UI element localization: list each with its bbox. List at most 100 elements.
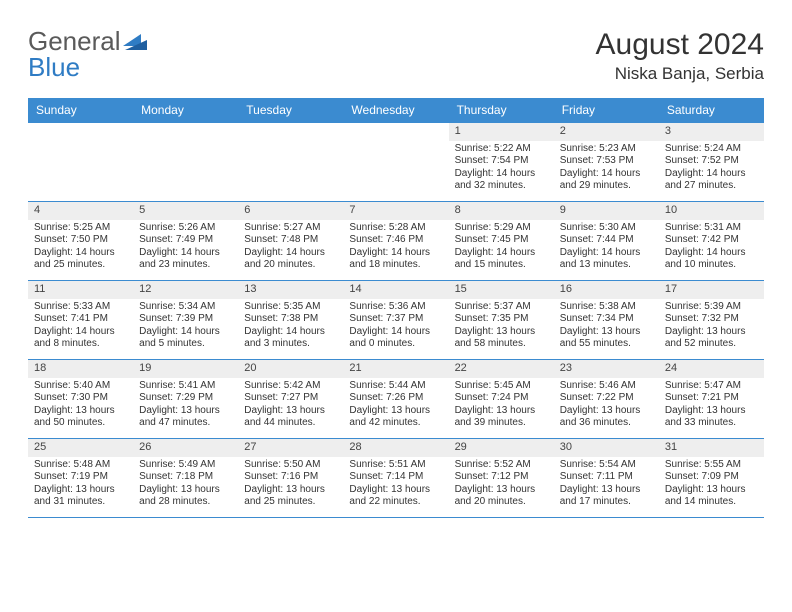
day-cell: [28, 123, 133, 201]
day-info-line: Sunset: 7:32 PM: [665, 313, 758, 326]
day-cell: 15Sunrise: 5:37 AMSunset: 7:35 PMDayligh…: [449, 281, 554, 359]
day-body: Sunrise: 5:54 AMSunset: 7:11 PMDaylight:…: [554, 457, 659, 513]
day-info-line: Daylight: 14 hours and 23 minutes.: [139, 247, 232, 272]
day-info-line: Sunrise: 5:42 AM: [244, 380, 337, 393]
location-label: Niska Banja, Serbia: [596, 64, 764, 84]
day-info-line: Sunset: 7:45 PM: [455, 234, 548, 247]
week-row: 1Sunrise: 5:22 AMSunset: 7:54 PMDaylight…: [28, 122, 764, 201]
day-info-line: Daylight: 13 hours and 44 minutes.: [244, 405, 337, 430]
day-cell: 2Sunrise: 5:23 AMSunset: 7:53 PMDaylight…: [554, 123, 659, 201]
day-info-line: Sunset: 7:21 PM: [665, 392, 758, 405]
page-header: GeneralBlue August 2024 Niska Banja, Ser…: [28, 28, 764, 84]
day-info-line: Sunset: 7:50 PM: [34, 234, 127, 247]
day-info-line: Sunrise: 5:23 AM: [560, 143, 653, 156]
day-cell: 11Sunrise: 5:33 AMSunset: 7:41 PMDayligh…: [28, 281, 133, 359]
day-cell: 3Sunrise: 5:24 AMSunset: 7:52 PMDaylight…: [659, 123, 764, 201]
day-info-line: Sunset: 7:39 PM: [139, 313, 232, 326]
day-number: [28, 123, 133, 141]
day-body: Sunrise: 5:37 AMSunset: 7:35 PMDaylight:…: [449, 299, 554, 355]
day-number: 1: [449, 123, 554, 141]
day-cell: 5Sunrise: 5:26 AMSunset: 7:49 PMDaylight…: [133, 202, 238, 280]
day-info-line: Sunset: 7:46 PM: [349, 234, 442, 247]
day-info-line: Daylight: 13 hours and 14 minutes.: [665, 484, 758, 509]
day-number: 28: [343, 439, 448, 457]
day-info-line: Daylight: 14 hours and 0 minutes.: [349, 326, 442, 351]
day-info-line: Daylight: 13 hours and 33 minutes.: [665, 405, 758, 430]
day-cell: 26Sunrise: 5:49 AMSunset: 7:18 PMDayligh…: [133, 439, 238, 517]
day-info-line: Daylight: 13 hours and 39 minutes.: [455, 405, 548, 430]
day-info-line: Daylight: 14 hours and 29 minutes.: [560, 168, 653, 193]
day-cell: 30Sunrise: 5:54 AMSunset: 7:11 PMDayligh…: [554, 439, 659, 517]
day-number: 21: [343, 360, 448, 378]
day-info-line: Daylight: 14 hours and 32 minutes.: [455, 168, 548, 193]
logo-text-part2: Blue: [28, 52, 80, 82]
day-cell: 29Sunrise: 5:52 AMSunset: 7:12 PMDayligh…: [449, 439, 554, 517]
day-info-line: Sunrise: 5:47 AM: [665, 380, 758, 393]
day-info-line: Sunrise: 5:39 AM: [665, 301, 758, 314]
day-info-line: Daylight: 13 hours and 36 minutes.: [560, 405, 653, 430]
day-body: Sunrise: 5:40 AMSunset: 7:30 PMDaylight:…: [28, 378, 133, 434]
day-number: 23: [554, 360, 659, 378]
day-body: Sunrise: 5:25 AMSunset: 7:50 PMDaylight:…: [28, 220, 133, 276]
day-info-line: Daylight: 14 hours and 18 minutes.: [349, 247, 442, 272]
day-cell: 24Sunrise: 5:47 AMSunset: 7:21 PMDayligh…: [659, 360, 764, 438]
day-info-line: Sunrise: 5:40 AM: [34, 380, 127, 393]
day-info-line: Daylight: 13 hours and 55 minutes.: [560, 326, 653, 351]
week-row: 11Sunrise: 5:33 AMSunset: 7:41 PMDayligh…: [28, 280, 764, 359]
day-cell: [133, 123, 238, 201]
day-body: Sunrise: 5:33 AMSunset: 7:41 PMDaylight:…: [28, 299, 133, 355]
day-info-line: Sunrise: 5:41 AM: [139, 380, 232, 393]
day-info-line: Sunrise: 5:26 AM: [139, 222, 232, 235]
weekday-header: Thursday: [449, 98, 554, 122]
day-body: Sunrise: 5:51 AMSunset: 7:14 PMDaylight:…: [343, 457, 448, 513]
day-info-line: Sunset: 7:30 PM: [34, 392, 127, 405]
day-body: Sunrise: 5:29 AMSunset: 7:45 PMDaylight:…: [449, 220, 554, 276]
weekday-header: Friday: [554, 98, 659, 122]
day-body: Sunrise: 5:38 AMSunset: 7:34 PMDaylight:…: [554, 299, 659, 355]
day-cell: [238, 123, 343, 201]
day-info-line: Sunrise: 5:44 AM: [349, 380, 442, 393]
day-info-line: Sunset: 7:11 PM: [560, 471, 653, 484]
day-cell: 21Sunrise: 5:44 AMSunset: 7:26 PMDayligh…: [343, 360, 448, 438]
calendar-grid: 1Sunrise: 5:22 AMSunset: 7:54 PMDaylight…: [28, 122, 764, 518]
month-title: August 2024: [596, 28, 764, 62]
week-row: 4Sunrise: 5:25 AMSunset: 7:50 PMDaylight…: [28, 201, 764, 280]
day-info-line: Sunrise: 5:46 AM: [560, 380, 653, 393]
day-number: 19: [133, 360, 238, 378]
day-body: Sunrise: 5:28 AMSunset: 7:46 PMDaylight:…: [343, 220, 448, 276]
weekday-header: Saturday: [659, 98, 764, 122]
day-body: Sunrise: 5:52 AMSunset: 7:12 PMDaylight:…: [449, 457, 554, 513]
day-info-line: Daylight: 14 hours and 25 minutes.: [34, 247, 127, 272]
day-body: [343, 141, 448, 147]
day-number: 2: [554, 123, 659, 141]
day-info-line: Daylight: 13 hours and 17 minutes.: [560, 484, 653, 509]
day-number: 15: [449, 281, 554, 299]
day-info-line: Daylight: 13 hours and 20 minutes.: [455, 484, 548, 509]
week-row: 25Sunrise: 5:48 AMSunset: 7:19 PMDayligh…: [28, 438, 764, 518]
day-cell: 7Sunrise: 5:28 AMSunset: 7:46 PMDaylight…: [343, 202, 448, 280]
day-info-line: Sunrise: 5:29 AM: [455, 222, 548, 235]
day-info-line: Sunset: 7:54 PM: [455, 155, 548, 168]
day-info-line: Sunset: 7:18 PM: [139, 471, 232, 484]
weekday-header: Monday: [133, 98, 238, 122]
day-body: Sunrise: 5:44 AMSunset: 7:26 PMDaylight:…: [343, 378, 448, 434]
day-cell: 9Sunrise: 5:30 AMSunset: 7:44 PMDaylight…: [554, 202, 659, 280]
day-info-line: Sunset: 7:42 PM: [665, 234, 758, 247]
day-cell: 12Sunrise: 5:34 AMSunset: 7:39 PMDayligh…: [133, 281, 238, 359]
day-info-line: Sunrise: 5:30 AM: [560, 222, 653, 235]
day-cell: 17Sunrise: 5:39 AMSunset: 7:32 PMDayligh…: [659, 281, 764, 359]
day-info-line: Sunset: 7:44 PM: [560, 234, 653, 247]
day-info-line: Sunset: 7:12 PM: [455, 471, 548, 484]
day-info-line: Sunset: 7:16 PM: [244, 471, 337, 484]
day-number: 4: [28, 202, 133, 220]
day-body: Sunrise: 5:27 AMSunset: 7:48 PMDaylight:…: [238, 220, 343, 276]
day-info-line: Sunrise: 5:50 AM: [244, 459, 337, 472]
day-number: 29: [449, 439, 554, 457]
day-info-line: Sunrise: 5:54 AM: [560, 459, 653, 472]
day-info-line: Daylight: 14 hours and 10 minutes.: [665, 247, 758, 272]
day-body: Sunrise: 5:55 AMSunset: 7:09 PMDaylight:…: [659, 457, 764, 513]
day-number: 12: [133, 281, 238, 299]
day-info-line: Sunrise: 5:51 AM: [349, 459, 442, 472]
day-cell: 23Sunrise: 5:46 AMSunset: 7:22 PMDayligh…: [554, 360, 659, 438]
day-info-line: Daylight: 14 hours and 3 minutes.: [244, 326, 337, 351]
